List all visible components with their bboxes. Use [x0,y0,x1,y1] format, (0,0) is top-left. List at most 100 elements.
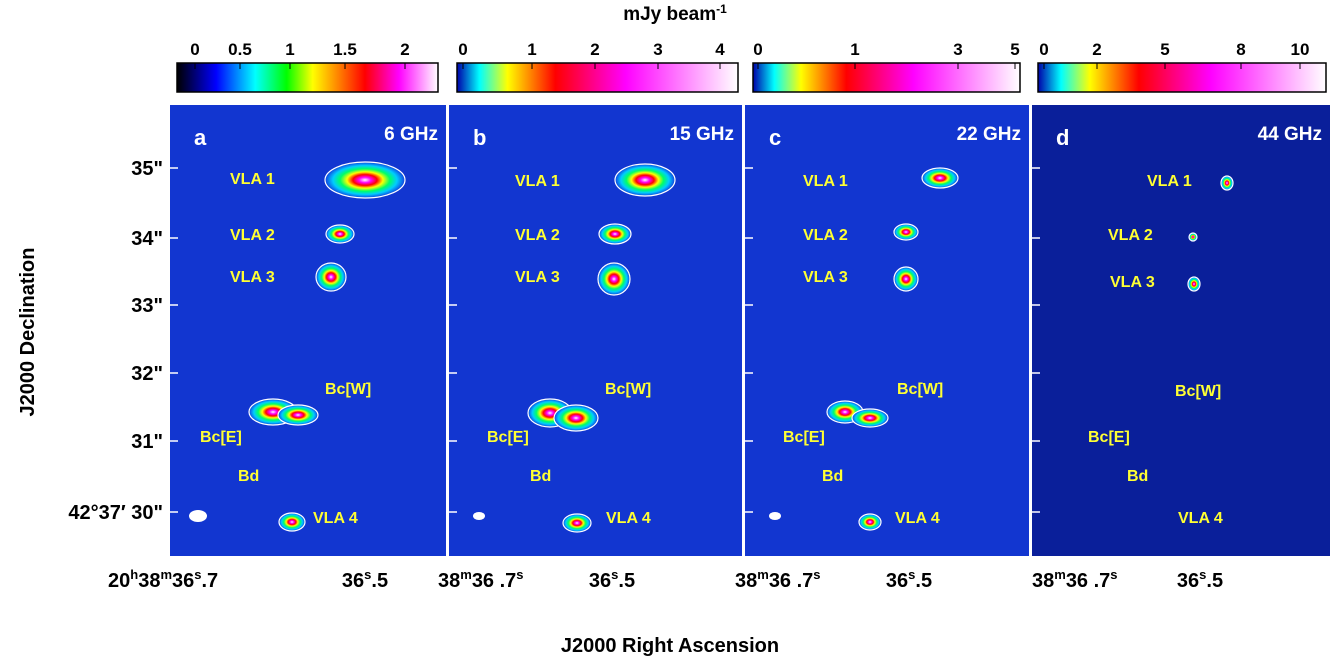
colorbar-tick-label: 2 [590,40,599,59]
map-background [170,105,446,556]
source-label: Bc[W] [1175,383,1221,400]
emission [921,167,959,189]
colorbar-tick-label: 2 [1092,40,1101,59]
emission [597,262,631,296]
source-label: Bd [822,468,843,485]
colorbar-tick-label: 10 [1291,40,1310,59]
x-tick-part: s [908,567,915,582]
source-label: Bc[W] [897,381,943,398]
colorbar [176,62,439,93]
emission [562,513,592,533]
x-tick-part: .5 [1206,570,1223,592]
source-label: VLA 1 [1147,173,1192,190]
x-tick-label: 36s.5 [1177,567,1223,592]
x-axis-label: J2000 Right Ascension [561,635,779,657]
map-background [449,105,742,556]
x-tick-part: s [1110,567,1117,582]
source-label: VLA 1 [515,173,560,190]
emission [893,223,919,241]
x-tick-part: h [130,567,138,582]
x-tick-part: .7 [202,570,219,592]
x-tick-part: 38 [735,570,757,592]
colorbar-tick-label: 5 [1160,40,1169,59]
source-label: VLA 4 [1178,510,1223,527]
colorbar-tick-label: 2 [400,40,409,59]
colorbar-tick-label: 3 [953,40,962,59]
emission [598,223,632,245]
source-label: Bd [530,468,551,485]
y-tick-label: 35" [131,158,163,180]
source-label: Bd [1127,468,1148,485]
map-background [1032,105,1330,556]
source-label: Bd [238,468,259,485]
x-tick-part: s [611,567,618,582]
panel-letter: c [769,125,781,150]
source-label: VLA 4 [606,510,651,527]
colorbar [456,62,739,93]
x-tick-part: 38 [138,570,160,592]
colorbar-tick-label: 0.5 [228,40,252,59]
emission [553,404,599,432]
panel-letter: a [194,125,207,150]
x-tick-part: 38 [1032,570,1054,592]
x-tick-part: s [194,567,201,582]
y-tick-label: 32" [131,363,163,385]
colorbar-label: mJy beam-1 [623,2,727,25]
source-label: Bc[E] [783,429,825,446]
emission [851,408,889,428]
source-label: Bc[W] [605,381,651,398]
emission [1188,232,1198,242]
x-tick-part: 36 [886,570,908,592]
x-tick-part: 36 .7 [472,570,516,592]
colorbar-label-exp: -1 [716,2,727,16]
colorbar-tick-label: 0 [753,40,762,59]
x-tick-part: s [1199,567,1206,582]
emission [315,262,347,292]
x-tick-part: 36 .7 [1066,570,1110,592]
source-label: Bc[W] [325,381,371,398]
x-tick-part: 36 [1177,570,1199,592]
emission [324,161,406,199]
source-label: VLA 2 [230,227,275,244]
x-tick-part: 20 [108,570,130,592]
beam [473,512,485,520]
x-tick-part: s [813,567,820,582]
x-tick-part: .5 [618,570,635,592]
source-label: VLA 2 [803,227,848,244]
colorbar-tick-label: 3 [653,40,662,59]
y-tick-label: 33" [131,295,163,317]
emission [325,224,355,244]
emission [1220,175,1234,191]
emission [277,404,319,426]
emission [614,163,676,197]
colorbar-tick-label: 0 [190,40,199,59]
beam [769,512,781,520]
x-tick-part: s [516,567,523,582]
x-tick-part: m [160,567,172,582]
y-axis-label: J2000 Declination [17,248,39,417]
source-label: Bc[E] [200,429,242,446]
colorbar-tick-label: 0 [458,40,467,59]
source-label: VLA 2 [1108,227,1153,244]
colorbar-tick-label: 0 [1039,40,1048,59]
emission [278,512,306,532]
source-label: Bc[E] [1088,429,1130,446]
panel-frequency: 44 GHz [1258,124,1322,145]
colorbar [1037,62,1327,93]
y-tick-label: 42°37′ 30" [68,502,163,524]
panel-letter: b [473,125,486,150]
x-tick-label: 36s.5 [342,567,388,592]
colorbar-label-main: mJy beam [623,4,716,25]
map-background [745,105,1029,556]
colorbar-tick-label: 1 [285,40,294,59]
x-tick-label: 38m36 .7s [438,567,524,592]
source-label: VLA 4 [313,510,358,527]
colorbar [752,62,1021,93]
source-label: Bc[E] [487,429,529,446]
colorbar-tick-label: 1.5 [333,40,357,59]
source-label: VLA 3 [803,269,848,286]
x-tick-part: 36 [589,570,611,592]
y-tick-label: 34" [131,228,163,250]
colorbar-tick-label: 4 [715,40,725,59]
